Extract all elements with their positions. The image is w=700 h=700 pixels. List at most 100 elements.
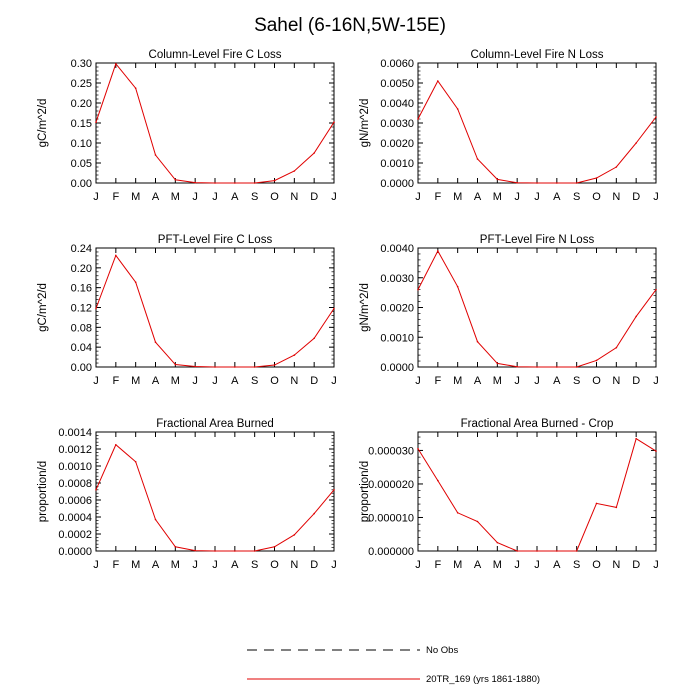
data-point bbox=[154, 154, 157, 156]
x-tick-label: M bbox=[131, 559, 140, 571]
x-tick-label: A bbox=[474, 375, 482, 387]
x-tick-label: N bbox=[290, 191, 298, 203]
y-tick-label: 0.0014 bbox=[58, 427, 92, 439]
series-line bbox=[95, 443, 335, 552]
data-point bbox=[496, 362, 499, 365]
figure-title: Sahel (6-16N,5W-15E) bbox=[254, 15, 446, 36]
y-axis-label: gN/m^2/d bbox=[359, 283, 371, 332]
y-tick-label: 0.10 bbox=[71, 138, 92, 150]
data-point bbox=[234, 366, 236, 368]
data-point bbox=[655, 116, 657, 118]
y-tick-label: 0.0030 bbox=[380, 273, 414, 285]
x-tick-label: A bbox=[231, 375, 239, 387]
y-tick-label: 0.0020 bbox=[380, 138, 414, 150]
x-tick-label: A bbox=[474, 559, 482, 571]
panel-title: PFT-Level Fire N Loss bbox=[480, 234, 595, 246]
legend: No Obs 20TR_169 (yrs 1861-1880) bbox=[247, 645, 540, 685]
x-tick-label: D bbox=[310, 375, 318, 387]
x-tick-label: J bbox=[514, 375, 520, 387]
y-tick-label: 0.0030 bbox=[380, 118, 414, 130]
panel-title: PFT-Level Fire C Loss bbox=[158, 234, 273, 246]
x-tick-label: S bbox=[251, 559, 258, 571]
data-point bbox=[174, 363, 177, 366]
data-point bbox=[115, 443, 117, 446]
data-point bbox=[174, 179, 177, 181]
data-point bbox=[95, 121, 97, 123]
data-point bbox=[134, 87, 137, 89]
x-tick-label: J bbox=[534, 191, 540, 203]
data-point bbox=[174, 545, 177, 548]
data-point bbox=[95, 489, 97, 491]
x-tick-label: A bbox=[474, 191, 482, 203]
x-tick-label: J bbox=[331, 559, 337, 571]
data-point bbox=[615, 346, 618, 349]
panel: PFT-Level Fire C Loss gC/m^2/d 0.00 0.04 0.0… bbox=[37, 234, 337, 387]
x-tick-label: M bbox=[171, 559, 180, 571]
y-axis-label: proportion/d bbox=[359, 461, 371, 522]
series-line bbox=[417, 80, 657, 184]
x-tick-label: N bbox=[290, 375, 298, 387]
x-tick-label: M bbox=[453, 559, 462, 571]
x-tick-label: D bbox=[310, 191, 318, 203]
y-tick-label: 0.25 bbox=[71, 78, 92, 90]
x-tick-label: F bbox=[434, 559, 441, 571]
data-point bbox=[154, 341, 157, 344]
data-point bbox=[115, 63, 117, 65]
data-point bbox=[536, 550, 538, 552]
series-line bbox=[417, 249, 657, 368]
data-point bbox=[293, 534, 296, 536]
y-tick-label: 0.04 bbox=[71, 342, 92, 354]
x-tick-label: M bbox=[453, 375, 462, 387]
x-tick-label: J bbox=[212, 375, 218, 387]
y-tick-label: 0.00 bbox=[71, 178, 92, 190]
data-point bbox=[234, 182, 236, 184]
data-point bbox=[437, 80, 439, 82]
x-tick-label: J bbox=[192, 559, 198, 571]
y-axis-label: proportion/d bbox=[37, 461, 49, 522]
data-point bbox=[437, 479, 439, 482]
legend-label-no-obs: No Obs bbox=[426, 645, 458, 656]
x-tick-label: J bbox=[192, 375, 198, 387]
y-axis-label: gC/m^2/d bbox=[37, 99, 49, 148]
data-point bbox=[214, 366, 216, 368]
data-point bbox=[556, 366, 558, 368]
data-point bbox=[536, 182, 538, 184]
y-tick-label: 0.0004 bbox=[58, 512, 92, 524]
data-point bbox=[253, 550, 256, 552]
plot-frame bbox=[417, 247, 657, 368]
data-point bbox=[575, 550, 578, 552]
y-tick-label: 0.000020 bbox=[368, 479, 414, 491]
y-tick-label: 0.08 bbox=[71, 322, 92, 334]
y-tick-label: 0.000010 bbox=[368, 512, 414, 524]
x-tick-label: J bbox=[653, 375, 659, 387]
x-tick-label: A bbox=[231, 191, 239, 203]
plot-frame bbox=[417, 62, 657, 184]
y-tick-label: 0.15 bbox=[71, 118, 92, 130]
y-tick-label: 0.16 bbox=[71, 283, 92, 295]
data-point bbox=[253, 182, 256, 184]
y-tick-label: 0.0060 bbox=[380, 58, 414, 70]
data-point bbox=[556, 550, 558, 552]
y-tick-label: 0.12 bbox=[71, 303, 92, 315]
x-tick-label: M bbox=[493, 191, 502, 203]
panel: Fractional Area Burned - Crop proportion/… bbox=[359, 418, 659, 571]
data-point bbox=[234, 550, 236, 552]
y-tick-label: 0.000000 bbox=[368, 546, 414, 558]
data-point bbox=[194, 181, 196, 184]
data-point bbox=[476, 158, 479, 160]
data-point bbox=[273, 545, 276, 548]
x-tick-label: A bbox=[152, 375, 160, 387]
data-point bbox=[595, 177, 598, 179]
data-point bbox=[214, 550, 216, 552]
x-tick-label: M bbox=[493, 559, 502, 571]
data-point bbox=[655, 288, 657, 291]
data-point bbox=[456, 285, 459, 288]
data-point bbox=[635, 142, 637, 144]
panels: Column-Level Fire C Loss gC/m^2/d 0.00 0.05… bbox=[37, 49, 659, 571]
series-line bbox=[95, 254, 335, 368]
y-axis-label: gC/m^2/d bbox=[37, 283, 49, 332]
series-line bbox=[95, 62, 335, 184]
x-tick-label: S bbox=[251, 375, 258, 387]
y-tick-label: 0.0010 bbox=[380, 332, 414, 344]
y-tick-label: 0.0000 bbox=[380, 362, 414, 374]
